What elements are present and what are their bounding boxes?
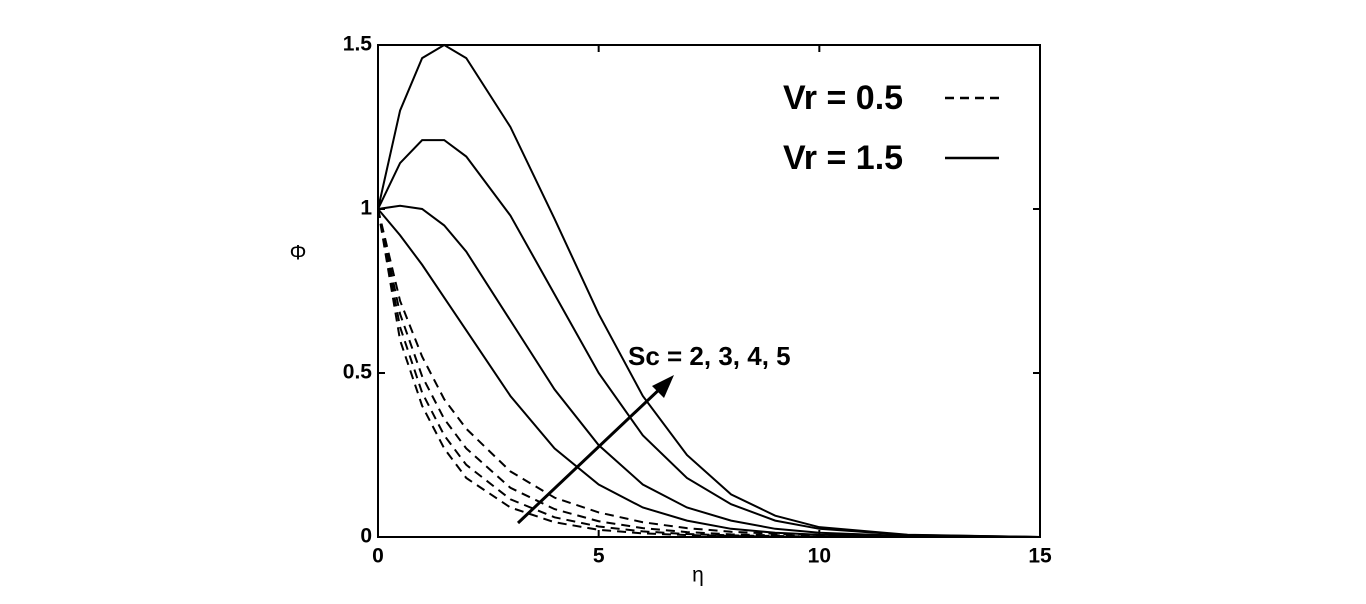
data-line	[377, 208, 1040, 538]
y-tick-label: 1	[360, 197, 372, 220]
x-tick-label: 5	[593, 545, 605, 568]
data-line	[377, 208, 1041, 538]
annotation: Sc = 2, 3, 4, 5	[628, 341, 791, 371]
arrow-shaft	[516, 383, 666, 525]
plot-frame	[377, 44, 1041, 538]
y-tick-label: 0.5	[343, 361, 373, 384]
arrow-head	[652, 375, 674, 398]
y-tick-label: 0	[360, 525, 372, 548]
y-axis-label: Φ	[290, 242, 307, 265]
legend-label: Vr = 1.5	[783, 139, 903, 177]
data-line	[377, 208, 1041, 538]
y-tick-label: 1.5	[343, 33, 373, 56]
data-line	[377, 43, 1041, 538]
x-tick-label: 15	[1028, 545, 1052, 568]
x-tick-label: 10	[808, 545, 831, 568]
x-tick-label: 0	[372, 545, 384, 568]
data-line	[377, 204, 1041, 538]
data-line	[377, 139, 1041, 538]
x-axis-label: η	[692, 564, 704, 587]
data-line	[377, 208, 1041, 538]
data-line	[377, 208, 1040, 538]
legend-label: Vr = 0.5	[783, 79, 903, 117]
